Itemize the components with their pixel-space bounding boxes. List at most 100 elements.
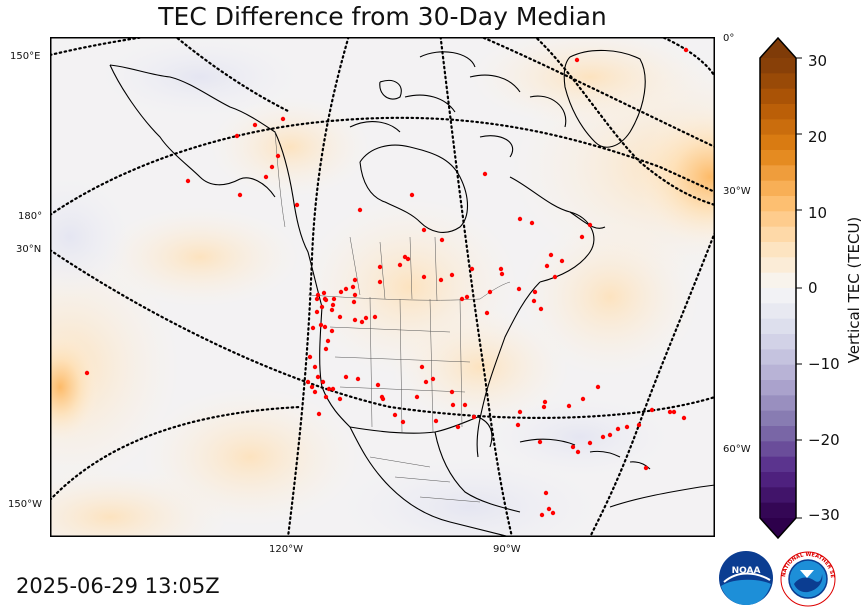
colorbar-bin (760, 303, 796, 320)
gnss-station-marker (643, 465, 649, 471)
gnss-station-marker (649, 407, 655, 413)
gnss-station-marker (636, 422, 642, 428)
gnss-station-marker (234, 133, 240, 139)
gnss-station-marker (309, 384, 315, 390)
gnss-station-marker (529, 220, 535, 226)
gnss-station-markers (84, 47, 689, 518)
colorbar-bin (760, 364, 796, 381)
graticule-label-left-1: 150°E (10, 51, 41, 62)
colorbar-tick-m30: −30 (808, 506, 840, 524)
gnss-station-marker (322, 324, 328, 330)
gnss-station-marker (312, 389, 318, 395)
gnss-station-marker (455, 424, 461, 430)
gnss-station-marker (237, 192, 243, 198)
colorbar-bin (760, 426, 796, 442)
gnss-station-marker (423, 379, 429, 385)
colorbar-bin (760, 318, 796, 335)
gnss-station-marker (683, 47, 689, 53)
gnss-station-marker (305, 379, 311, 385)
gnss-station-marker (337, 314, 343, 320)
gnss-station-marker (269, 164, 275, 170)
gnss-station-marker (330, 302, 336, 308)
gnss-station-marker (459, 296, 465, 302)
graticule-lines (50, 37, 715, 537)
agency-logos: NOAA NATIONAL WEATHER SERVICE (716, 544, 838, 610)
colorbar-bin (760, 165, 796, 182)
gnss-station-marker (615, 426, 621, 432)
colorbar-bin (760, 349, 796, 366)
gnss-station-marker (430, 376, 436, 382)
gnss-station-marker (377, 264, 383, 270)
gnss-station-marker (323, 297, 329, 303)
gnss-station-marker (570, 444, 576, 450)
gnss-station-marker (587, 440, 593, 446)
gnss-station-marker (421, 227, 427, 233)
gnss-station-marker (375, 382, 381, 388)
graticule-label-right-3: 60°W (723, 444, 751, 455)
gnss-station-marker (462, 402, 468, 408)
colorbar-bin (760, 196, 796, 212)
tec-map (50, 37, 715, 537)
colorbar-bin (760, 226, 796, 243)
gnss-station-marker (515, 422, 521, 428)
gnss-station-marker (294, 202, 300, 208)
colorbar-bin (760, 456, 796, 473)
gnss-station-marker (671, 409, 677, 415)
gnss-station-marker (319, 304, 325, 310)
colorbar-bin (760, 134, 796, 151)
gnss-station-marker (400, 419, 406, 425)
gnss-station-marker (314, 309, 320, 315)
gnss-station-marker (307, 354, 313, 360)
gnss-station-marker (498, 266, 504, 272)
gnss-station-marker (487, 289, 493, 295)
graticule-label-bottom-1: 120°W (269, 544, 303, 555)
gnss-station-marker (580, 396, 586, 402)
map-canvas (50, 37, 715, 537)
map-frame (50, 37, 715, 537)
graticule-label-left-4: 150°W (8, 499, 42, 510)
gnss-station-marker (681, 415, 687, 421)
colorbar-bin (760, 58, 796, 74)
noaa-logo: NOAA (719, 551, 773, 605)
gnss-station-marker (517, 216, 523, 222)
gnss-station-marker (280, 116, 286, 122)
gnss-station-marker (548, 252, 554, 258)
gnss-station-marker (357, 207, 363, 213)
colorbar-tick-30: 30 (808, 52, 828, 70)
colorbar-extend-max (760, 38, 796, 58)
gnss-station-marker (405, 256, 411, 262)
gnss-station-marker (550, 510, 556, 516)
colorbar-bin (760, 257, 796, 274)
gnss-station-marker (315, 374, 321, 380)
gnss-station-marker (325, 338, 331, 344)
gnss-station-marker (541, 404, 547, 410)
gnss-station-marker (321, 290, 327, 296)
gnss-station-marker (532, 289, 538, 295)
gnss-station-marker (326, 386, 332, 392)
graticule-label-right-2: 30°W (723, 186, 751, 197)
colorbar-bin (760, 502, 796, 519)
gnss-station-marker (439, 237, 445, 243)
colorbar-tick-20: 20 (808, 128, 828, 146)
colorbar-tick-10: 10 (808, 204, 828, 222)
gnss-station-marker (542, 399, 548, 405)
noaa-logo-text: NOAA (732, 566, 761, 576)
gnss-station-marker (464, 294, 470, 300)
colorbar-bin (760, 472, 796, 488)
colorbar-bin (760, 288, 796, 304)
colorbar (759, 36, 802, 540)
gnss-station-marker (316, 411, 322, 417)
gnss-station-marker (421, 274, 427, 280)
gnss-station-marker (310, 325, 316, 331)
colorbar-bin (760, 104, 796, 120)
gnss-station-marker (546, 506, 552, 512)
gnss-station-marker (312, 364, 318, 370)
gnss-station-marker (600, 434, 606, 440)
gnss-station-marker (350, 284, 356, 290)
gnss-station-marker (574, 57, 580, 63)
tec-contours (50, 37, 715, 537)
gnss-station-marker (323, 346, 329, 352)
colorbar-bin (760, 88, 796, 105)
graticule-label-right-1: 0° (723, 33, 735, 44)
gnss-station-marker (516, 286, 522, 292)
